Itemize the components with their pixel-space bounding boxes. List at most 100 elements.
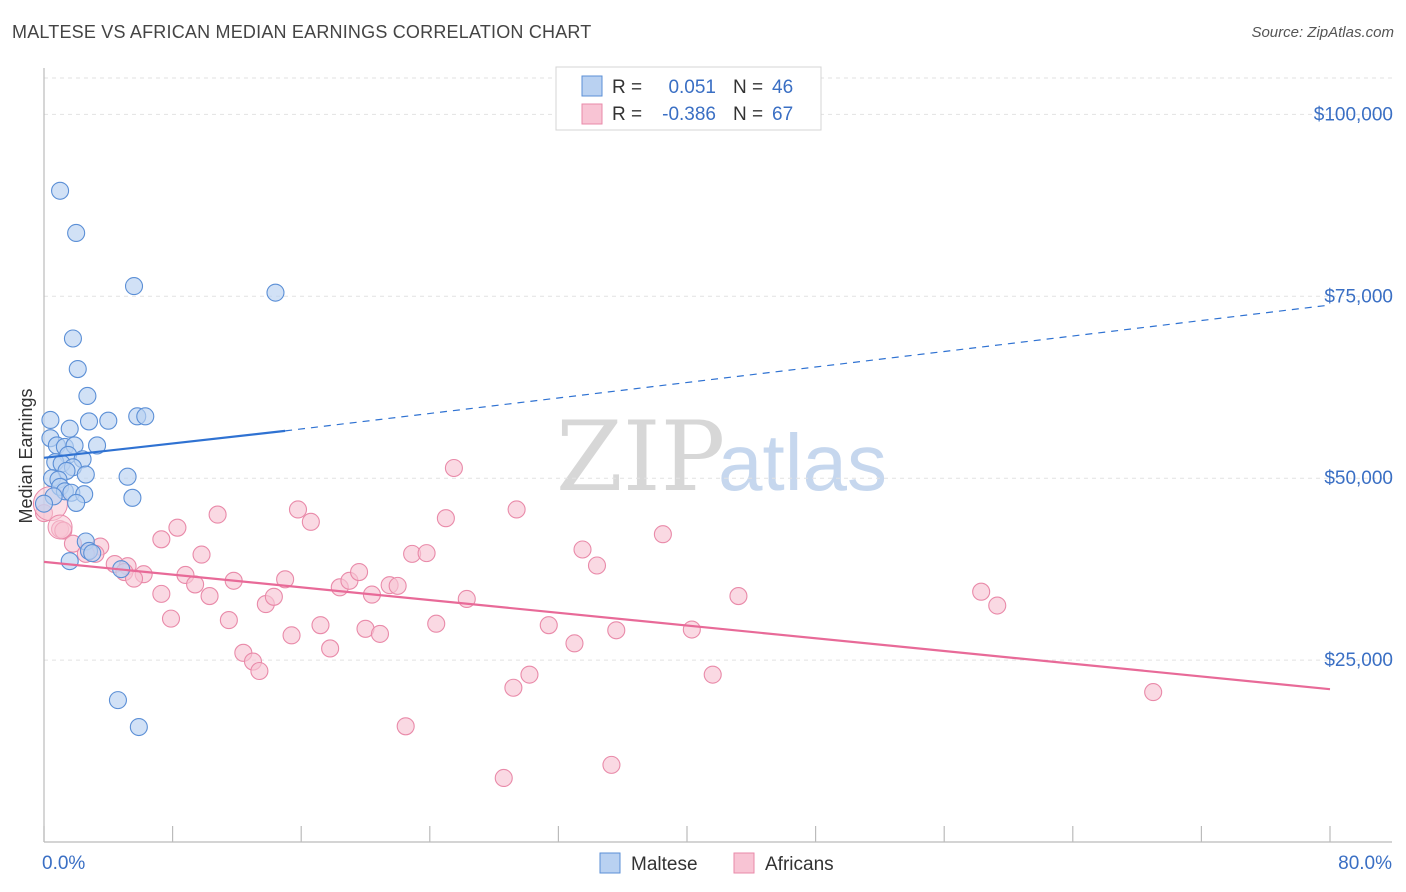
maltese-r-label: R =: [612, 77, 642, 98]
bottom-legend-maltese-swatch: [599, 852, 621, 874]
maltese-legend-swatch: [581, 75, 603, 97]
africans-point: [192, 545, 211, 564]
y-tick-label: $75,000: [1324, 286, 1393, 307]
maltese-point: [129, 717, 148, 737]
maltese-point: [87, 436, 107, 455]
africans-r-label: R =: [612, 104, 642, 125]
africans-point: [396, 717, 415, 736]
africans-point-cluster: [47, 514, 73, 540]
maltese-point: [41, 410, 60, 430]
maltese-n-label: N =: [733, 77, 763, 98]
africans-point: [436, 509, 455, 528]
stats-legend: R = 0.051 N = 46 R = -0.386 N = 67: [555, 66, 822, 131]
maltese-point: [118, 467, 137, 486]
africans-point: [168, 518, 187, 537]
maltese-point: [78, 386, 97, 406]
maltese-point: [76, 465, 95, 484]
maltese-point: [68, 359, 87, 379]
y-tick-label: $50,000: [1324, 468, 1393, 489]
axes: [43, 68, 1392, 843]
africans-point: [200, 587, 219, 606]
africans-point: [573, 540, 592, 559]
africans-point: [988, 596, 1007, 615]
africans-point: [444, 458, 463, 478]
maltese-points: [34, 181, 285, 737]
africans-n-label: N =: [733, 104, 763, 125]
africans-point: [607, 621, 626, 640]
maltese-point: [123, 488, 142, 507]
y-axis-label: Median Earnings: [16, 388, 36, 523]
watermark-zip: ZIP: [556, 401, 725, 513]
x-tick-label-min: 0.0%: [42, 853, 85, 874]
maltese-point: [34, 494, 54, 513]
africans-point: [653, 525, 672, 544]
maltese-point: [79, 412, 99, 431]
trend-lines: [43, 304, 1331, 691]
africans-point: [417, 544, 436, 563]
maltese-point: [67, 493, 86, 512]
maltese-point: [99, 411, 118, 430]
gridlines: [44, 77, 1392, 661]
maltese-point: [83, 544, 102, 563]
africans-point: [276, 570, 295, 589]
africans-point: [152, 530, 171, 549]
africans-point: [682, 620, 701, 639]
africans-point: [972, 582, 991, 601]
africans-point: [388, 576, 407, 595]
africans-point: [1144, 683, 1163, 702]
maltese-point: [108, 691, 127, 710]
maltese-point: [136, 407, 155, 426]
africans-point: [520, 665, 539, 684]
africans-point: [539, 616, 558, 635]
y-tick-label: $25,000: [1324, 650, 1393, 671]
africans-point: [208, 505, 227, 524]
africans-point: [219, 611, 238, 630]
source-credit: Source: ZipAtlas.com: [1251, 24, 1394, 41]
africans-point: [311, 616, 330, 635]
bottom-legend-maltese-label: Maltese: [631, 854, 698, 875]
x-tick-label-max: 80.0%: [1338, 853, 1392, 874]
africans-point: [250, 661, 269, 681]
africans-n-value: 67: [772, 104, 793, 125]
africans-trend-line: [43, 560, 1331, 691]
africans-point: [504, 678, 523, 697]
maltese-trend-line: [43, 429, 286, 459]
maltese-point: [124, 277, 144, 296]
africans-point: [282, 626, 301, 645]
africans-point: [264, 587, 283, 606]
africans-point: [565, 634, 584, 653]
maltese-point: [51, 181, 70, 200]
africans-r-value: -0.386: [662, 104, 716, 125]
maltese-n-value: 46: [772, 77, 793, 98]
maltese-trend-extension: [285, 304, 1331, 432]
africans-point: [729, 587, 748, 606]
africans-point: [350, 563, 369, 582]
bottom-legend: Maltese Africans: [599, 852, 834, 875]
africans-point: [587, 556, 607, 575]
africans-point: [427, 614, 446, 633]
africans-point: [370, 624, 390, 643]
watermark-atlas: atlas: [718, 418, 887, 507]
maltese-r-value: 0.051: [668, 77, 716, 98]
africans-legend-swatch: [581, 103, 603, 125]
africans-point: [152, 584, 171, 603]
africans-point: [507, 500, 526, 519]
africans-point: [494, 768, 513, 788]
africans-point: [288, 500, 308, 519]
bottom-legend-africans-label: Africans: [765, 854, 834, 875]
y-tick-labels: $100,000 $75,000 $50,000 $25,000: [1314, 104, 1393, 671]
y-tick-label: $100,000: [1314, 104, 1393, 125]
maltese-point: [60, 419, 79, 438]
africans-point: [321, 639, 340, 658]
bottom-legend-africans-swatch: [733, 852, 755, 874]
watermark: ZIP atlas: [556, 401, 887, 513]
maltese-point: [266, 283, 285, 302]
africans-point: [602, 755, 621, 774]
chart-title: MALTESE VS AFRICAN MEDIAN EARNINGS CORRE…: [12, 22, 592, 42]
maltese-point: [60, 552, 79, 571]
maltese-point: [67, 223, 86, 243]
africans-point: [161, 609, 181, 628]
maltese-point: [63, 329, 82, 348]
africans-point: [703, 665, 722, 684]
